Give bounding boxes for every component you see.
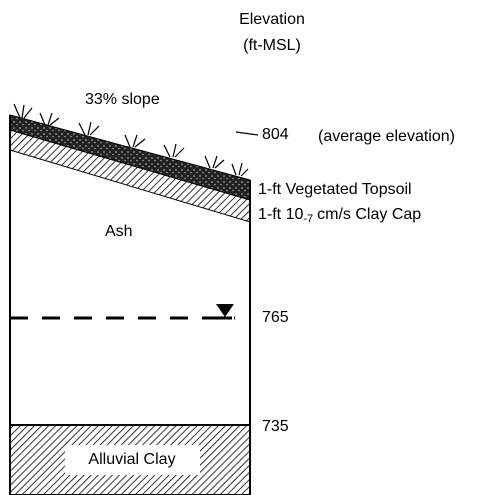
topsoil-label: 1-ft Vegetated Topsoil (258, 181, 412, 198)
ash-label: Ash (105, 223, 133, 240)
title: Elevation (239, 11, 305, 28)
clay-cap-suffix: cm/s Clay Cap (317, 206, 421, 223)
clay-cap-label: 1-ft 10-7 cm/s Clay Cap (258, 206, 421, 225)
alluvial-label-box (65, 445, 200, 475)
clay-cap-prefix: 1-ft 10 (258, 206, 303, 223)
slope-label: 33% slope (85, 91, 160, 108)
elevation-label: 804 (262, 126, 289, 143)
clay-cap-exponent: -7 (303, 213, 313, 225)
elevation-label: 735 (262, 418, 289, 435)
leader-line (235, 131, 259, 136)
alluvial-label: Alluvial Clay (88, 451, 175, 468)
water-symbol (216, 304, 234, 317)
elevation-label: 765 (262, 309, 289, 326)
units: (ft-MSL) (243, 37, 301, 54)
elevation-note: (average elevation) (318, 128, 455, 145)
grass (13, 103, 249, 177)
